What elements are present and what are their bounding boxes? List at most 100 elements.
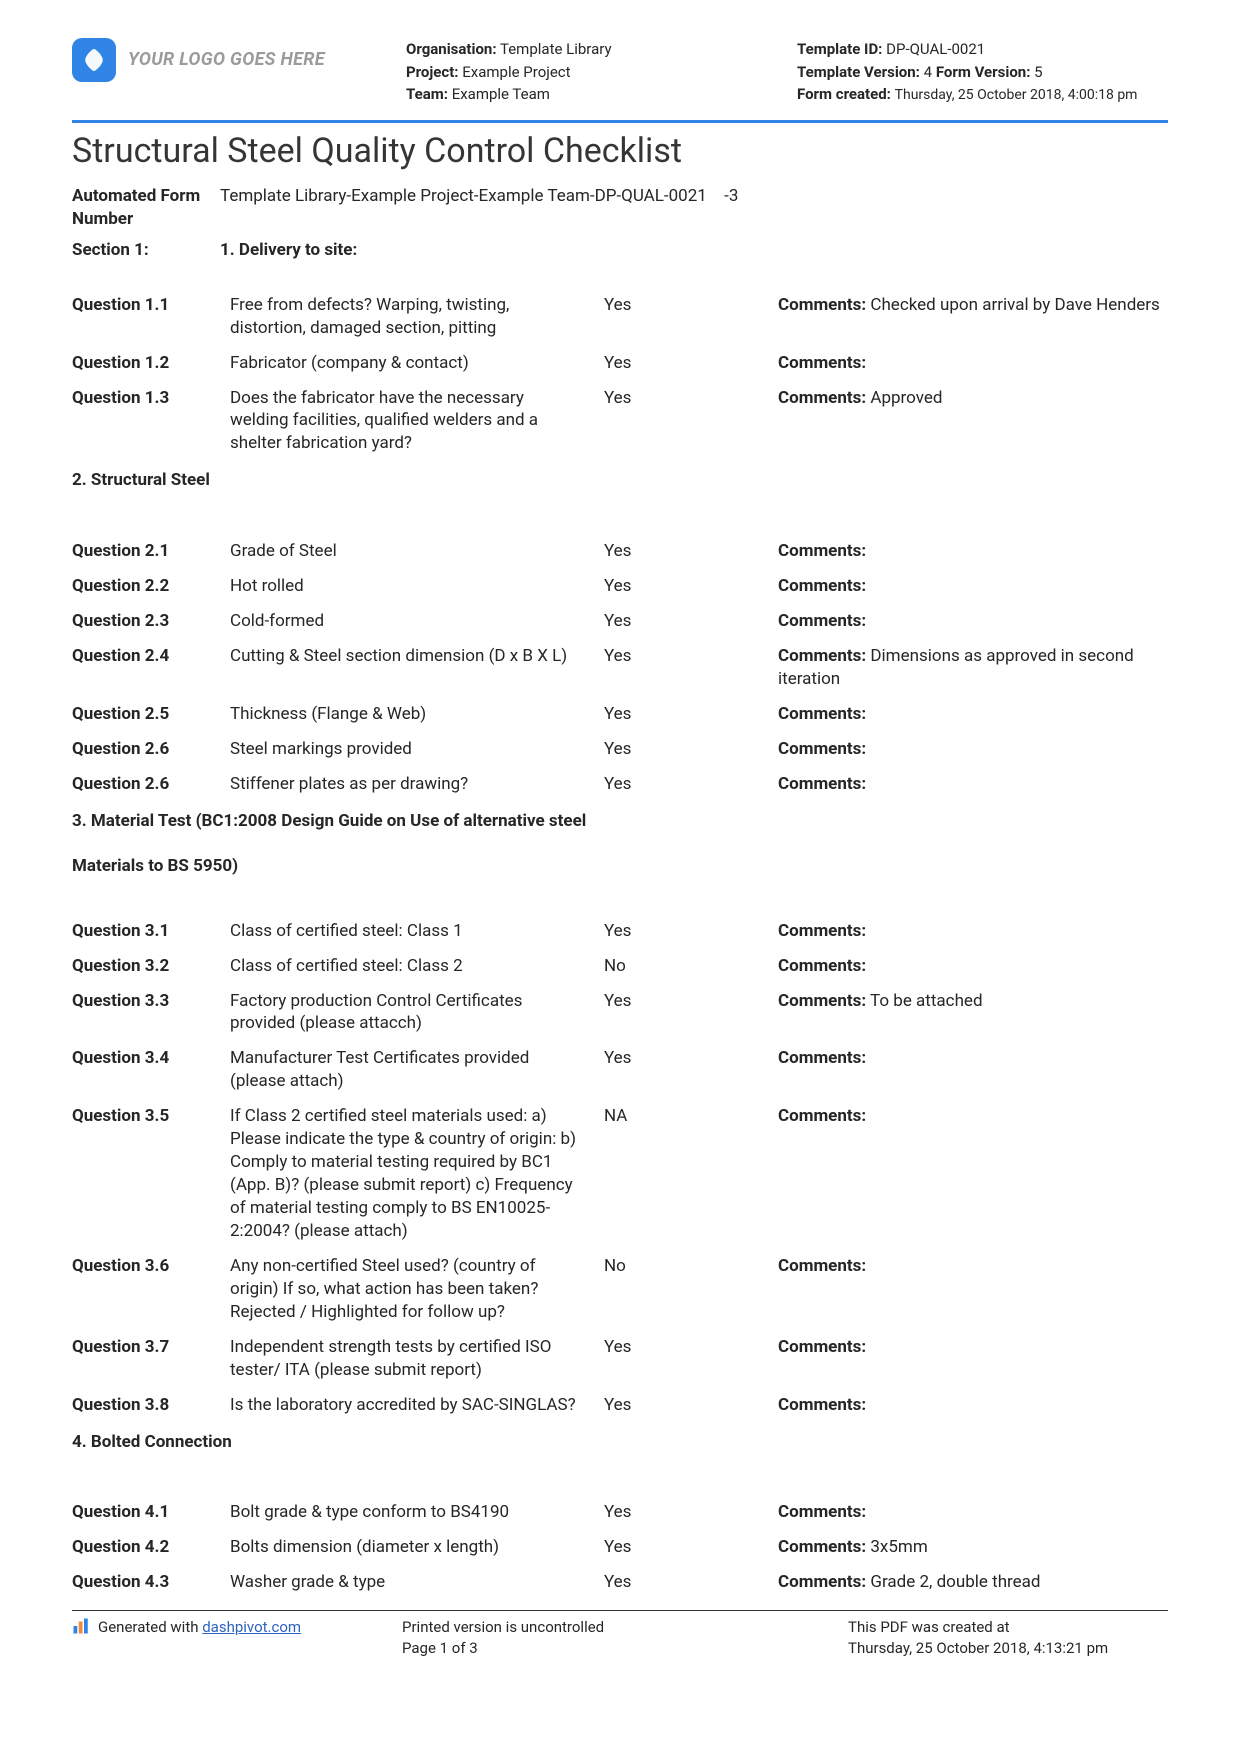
question-label: Question 2.5: [72, 703, 220, 726]
footer-created-label: This PDF was created at: [848, 1617, 1168, 1637]
question-comment: Comments:: [778, 703, 1168, 726]
question-label: Question 2.2: [72, 575, 220, 598]
meta-value: 5: [1034, 63, 1042, 81]
question-text: Thickness (Flange & Web): [230, 703, 594, 726]
question-comment: Comments:: [778, 610, 1168, 633]
comment-label: Comments:: [778, 1572, 866, 1592]
question-text: Washer grade & type: [230, 1571, 594, 1594]
comment-label: Comments:: [778, 1395, 866, 1415]
comment-label: Comments:: [778, 704, 866, 724]
question-row: Question 3.4Manufacturer Test Certificat…: [72, 1041, 1168, 1099]
question-label: Question 4.2: [72, 1536, 220, 1559]
question-answer: Yes: [604, 294, 768, 340]
header-rule: [72, 120, 1168, 123]
comment-label: Comments:: [778, 1537, 866, 1557]
question-answer: Yes: [604, 575, 768, 598]
comment-label: Comments:: [778, 353, 866, 373]
question-comment: Comments:: [778, 920, 1168, 943]
dashpivot-link[interactable]: dashpivot.com: [202, 1618, 301, 1636]
section-heading: 4. Bolted Connection: [72, 1423, 1168, 1462]
question-text: Steel markings provided: [230, 738, 594, 761]
comment-text: Grade 2, double thread: [866, 1572, 1040, 1592]
question-text: Independent strength tests by certified …: [230, 1336, 594, 1382]
meta-value: Template Library: [500, 40, 612, 58]
question-answer: No: [604, 1255, 768, 1324]
question-row: Question 1.2Fabricator (company & contac…: [72, 346, 1168, 381]
dashpivot-icon: [72, 1617, 90, 1635]
comment-label: Comments:: [778, 774, 866, 794]
section-heading: 2. Structural Steel: [72, 461, 1168, 500]
meta-left: Organisation: Template Library Project: …: [406, 38, 773, 106]
question-label: Question 3.1: [72, 920, 220, 943]
question-comment: Comments:: [778, 955, 1168, 978]
question-comment: Comments: To be attached: [778, 990, 1168, 1036]
comment-label: Comments:: [778, 646, 866, 666]
question-answer: Yes: [604, 920, 768, 943]
meta-label: Form created:: [797, 85, 891, 103]
logo-block: YOUR LOGO GOES HERE: [72, 38, 382, 82]
question-comment: Comments: 3x5mm: [778, 1536, 1168, 1559]
comment-label: Comments:: [778, 295, 866, 315]
footer-uncontrolled: Printed version is uncontrolled: [402, 1617, 828, 1637]
section-heading: 3. Material Test (BC1:2008 Design Guide …: [72, 802, 1168, 841]
question-row: Question 1.1Free from defects? Warping, …: [72, 288, 1168, 346]
question-text: Factory production Control Certificates …: [230, 990, 594, 1036]
question-label: Question 1.1: [72, 294, 220, 340]
question-row: Question 2.3 Cold-formed Yes Comments:: [72, 604, 1168, 639]
question-comment: Comments:: [778, 575, 1168, 598]
question-row: Question 2.4Cutting & Steel section dime…: [72, 639, 1168, 697]
section-heading: Materials to BS 5950): [72, 847, 1168, 886]
section-1-row: Section 1: 1. Delivery to site:: [72, 235, 1168, 266]
comment-label: Comments:: [778, 576, 866, 596]
question-label: Question 2.6: [72, 738, 220, 761]
comment-text: Approved: [866, 388, 942, 408]
document-footer: Generated with dashpivot.com Printed ver…: [72, 1611, 1168, 1698]
question-answer: Yes: [604, 1501, 768, 1524]
document-header: YOUR LOGO GOES HERE Organisation: Templa…: [72, 38, 1168, 106]
question-row: Question 2.1Grade of SteelYesComments:: [72, 534, 1168, 569]
meta-value: Example Team: [452, 85, 550, 103]
question-answer: Yes: [604, 703, 768, 726]
footer-page: Page 1 of 3: [402, 1638, 828, 1658]
question-text: Manufacturer Test Certificates provided …: [230, 1047, 594, 1093]
meta-value: 4: [924, 63, 932, 81]
logo-icon: [72, 38, 116, 82]
question-text: Hot rolled: [230, 575, 594, 598]
comment-text: Checked upon arrival by Dave Henders: [866, 295, 1160, 315]
comment-text: To be attached: [866, 991, 982, 1011]
question-label: Question 3.2: [72, 955, 220, 978]
question-comment: Comments:: [778, 738, 1168, 761]
question-text: Does the fabricator have the necessary w…: [230, 387, 594, 456]
question-text: Stiffener plates as per drawing?: [230, 773, 594, 796]
document-title: Structural Steel Quality Control Checkli…: [72, 129, 1168, 175]
question-text: Cutting & Steel section dimension (D x B…: [230, 645, 594, 691]
question-answer: Yes: [604, 1047, 768, 1093]
question-comment: Comments:: [778, 1047, 1168, 1093]
question-comment: Comments: Dimensions as approved in seco…: [778, 645, 1168, 691]
footer-created-at: Thursday, 25 October 2018, 4:13:21 pm: [848, 1638, 1168, 1658]
question-row: Question 3.5If Class 2 certified steel m…: [72, 1099, 1168, 1249]
meta-value: DP-QUAL-0021: [886, 40, 985, 58]
question-text: Cold-formed: [230, 610, 594, 633]
question-answer: Yes: [604, 1336, 768, 1382]
question-row: Question 4.2Bolts dimension (diameter x …: [72, 1530, 1168, 1565]
meta-label: Organisation:: [406, 40, 497, 58]
question-answer: Yes: [604, 990, 768, 1036]
meta-label: Form Version:: [936, 63, 1031, 81]
question-answer: Yes: [604, 610, 768, 633]
question-comment: Comments:: [778, 1255, 1168, 1324]
comment-label: Comments:: [778, 611, 866, 631]
question-text: Fabricator (company & contact): [230, 352, 594, 375]
question-label: Question 4.3: [72, 1571, 220, 1594]
form-number-value: Template Library-Example Project-Example…: [220, 185, 1168, 231]
question-row: Question 3.6Any non-certified Steel used…: [72, 1249, 1168, 1330]
question-label: Question 2.3: [72, 610, 220, 633]
meta-value: Example Project: [462, 63, 570, 81]
logo-placeholder-text: YOUR LOGO GOES HERE: [128, 48, 325, 72]
question-label: Question 3.5: [72, 1105, 220, 1243]
meta-label: Template ID:: [797, 40, 882, 58]
question-answer: Yes: [604, 540, 768, 563]
comment-label: Comments:: [778, 991, 866, 1011]
question-answer: Yes: [604, 1394, 768, 1417]
question-answer: NA: [604, 1105, 768, 1243]
